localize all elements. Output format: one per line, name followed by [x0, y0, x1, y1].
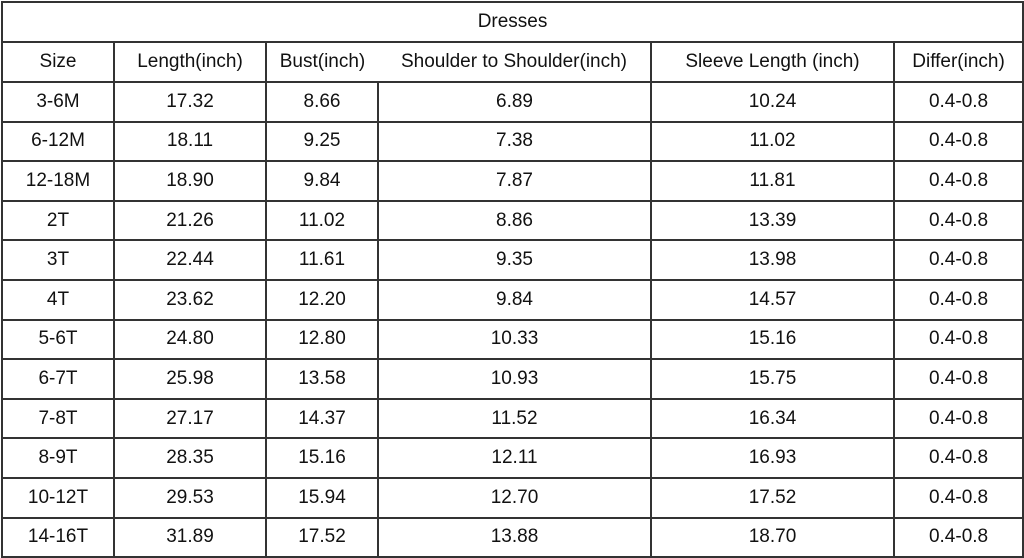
cell-sleeve-length: 16.93 [650, 437, 895, 479]
cell-bust: 11.61 [265, 239, 379, 281]
cell-sleeve-length: 14.57 [650, 278, 895, 321]
cell-size: 6-12M [1, 120, 115, 163]
cell-shoulder: 6.89 [377, 81, 652, 123]
cell-sleeve-length: 15.16 [650, 318, 895, 361]
cell-shoulder: 10.93 [377, 358, 652, 400]
cell-length: 17.32 [113, 81, 267, 123]
table-row: 7-8T 27.17 14.37 11.52 16.34 0.4-0.8 [1, 397, 1024, 440]
cell-length: 29.53 [113, 476, 267, 519]
cell-shoulder: 9.35 [377, 239, 652, 281]
cell-sleeve-length: 18.70 [650, 516, 895, 558]
cell-differ: 0.4-0.8 [892, 239, 1024, 281]
table-row: 4T 23.62 12.20 9.84 14.57 0.4-0.8 [1, 278, 1024, 321]
cell-size: 14-16T [1, 516, 115, 558]
cell-length: 18.11 [113, 120, 267, 163]
cell-sleeve-length: 11.02 [650, 120, 895, 163]
cell-length: 21.26 [113, 199, 267, 242]
cell-bust: 11.02 [265, 199, 379, 242]
cell-differ: 0.4-0.8 [892, 81, 1024, 123]
cell-shoulder: 8.86 [377, 199, 652, 242]
cell-bust: 9.25 [265, 120, 379, 163]
cell-bust: 14.37 [265, 397, 379, 440]
table-row: 8-9T 28.35 15.16 12.11 16.93 0.4-0.8 [1, 437, 1024, 479]
cell-shoulder: 7.87 [377, 160, 652, 202]
cell-bust: 15.16 [265, 437, 379, 479]
cell-shoulder: 7.38 [377, 120, 652, 163]
table-row: 2T 21.26 11.02 8.86 13.39 0.4-0.8 [1, 199, 1024, 242]
cell-size: 12-18M [1, 160, 115, 202]
cell-differ: 0.4-0.8 [892, 358, 1024, 400]
cell-shoulder: 12.11 [377, 437, 652, 479]
cell-differ: 0.4-0.8 [892, 318, 1024, 361]
table-row: 3T 22.44 11.61 9.35 13.98 0.4-0.8 [1, 239, 1024, 281]
cell-sleeve-length: 13.39 [650, 199, 895, 242]
column-header-sleeve-length: Sleeve Length (inch) [650, 41, 895, 83]
table-row: 5-6T 24.80 12.80 10.33 15.16 0.4-0.8 [1, 318, 1024, 361]
cell-sleeve-length: 11.81 [650, 160, 895, 202]
table-row: 3-6M 17.32 8.66 6.89 10.24 0.4-0.8 [1, 81, 1024, 123]
cell-length: 28.35 [113, 437, 267, 479]
column-header-size: Size [1, 41, 115, 83]
table-title: Dresses [0, 1, 1024, 43]
column-header-length: Length(inch) [113, 41, 267, 83]
cell-differ: 0.4-0.8 [892, 397, 1024, 440]
cell-differ: 0.4-0.8 [892, 199, 1024, 242]
cell-differ: 0.4-0.8 [892, 437, 1024, 479]
cell-size: 10-12T [1, 476, 115, 519]
cell-bust: 12.80 [265, 318, 379, 361]
cell-sleeve-length: 13.98 [650, 239, 895, 281]
cell-differ: 0.4-0.8 [892, 516, 1024, 558]
cell-bust: 12.20 [265, 278, 379, 321]
cell-length: 23.62 [113, 278, 267, 321]
header-row: Size Length(inch) Bust(inch) Shoulder to… [1, 41, 1024, 83]
cell-size: 7-8T [1, 397, 115, 440]
cell-shoulder: 12.70 [377, 476, 652, 519]
cell-size: 3T [1, 239, 115, 281]
column-header-shoulder: Shoulder to Shoulder(inch) [378, 41, 652, 83]
column-header-differ: Differ(inch) [892, 41, 1024, 83]
table-row: 6-7T 25.98 13.58 10.93 15.75 0.4-0.8 [1, 358, 1024, 400]
cell-size: 5-6T [1, 318, 115, 361]
cell-length: 25.98 [113, 358, 267, 400]
cell-sleeve-length: 15.75 [650, 358, 895, 400]
title-row: Dresses [0, 1, 1024, 43]
cell-shoulder: 11.52 [377, 397, 652, 440]
cell-shoulder: 10.33 [377, 318, 652, 361]
cell-bust: 13.58 [265, 358, 379, 400]
cell-size: 3-6M [1, 81, 115, 123]
cell-sleeve-length: 10.24 [650, 81, 895, 123]
cell-bust: 17.52 [265, 516, 379, 558]
cell-size: 4T [1, 278, 115, 321]
cell-length: 22.44 [113, 239, 267, 281]
cell-shoulder: 9.84 [377, 278, 652, 321]
cell-differ: 0.4-0.8 [892, 160, 1024, 202]
cell-bust: 9.84 [265, 160, 379, 202]
cell-bust: 15.94 [265, 476, 379, 519]
cell-sleeve-length: 17.52 [650, 476, 895, 519]
table-row: 12-18M 18.90 9.84 7.87 11.81 0.4-0.8 [1, 160, 1024, 202]
cell-shoulder: 13.88 [377, 516, 652, 558]
table-row: 6-12M 18.11 9.25 7.38 11.02 0.4-0.8 [1, 120, 1024, 163]
cell-differ: 0.4-0.8 [892, 120, 1024, 163]
cell-bust: 8.66 [265, 81, 379, 123]
cell-differ: 0.4-0.8 [892, 476, 1024, 519]
cell-length: 31.89 [113, 516, 267, 558]
column-header-bust: Bust(inch) [265, 41, 378, 83]
cell-size: 2T [1, 199, 115, 242]
cell-size: 8-9T [1, 437, 115, 479]
cell-size: 6-7T [1, 358, 115, 400]
cell-length: 18.90 [113, 160, 267, 202]
cell-length: 24.80 [113, 318, 267, 361]
cell-sleeve-length: 16.34 [650, 397, 895, 440]
table-row: 14-16T 31.89 17.52 13.88 18.70 0.4-0.8 [1, 516, 1024, 558]
table-row: 10-12T 29.53 15.94 12.70 17.52 0.4-0.8 [1, 476, 1024, 519]
cell-differ: 0.4-0.8 [892, 278, 1024, 321]
cell-length: 27.17 [113, 397, 267, 440]
